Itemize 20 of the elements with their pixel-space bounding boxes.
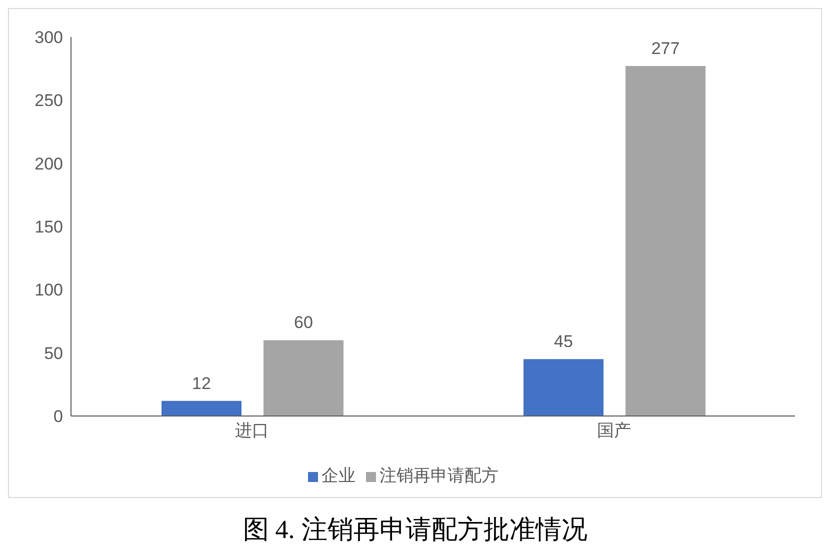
legend-label: 企业 — [322, 466, 356, 485]
x-tick-label: 进口 — [235, 421, 269, 440]
data-label: 12 — [192, 374, 211, 393]
y-tick-label: 300 — [34, 28, 63, 48]
y-tick-label: 250 — [34, 91, 63, 110]
text: 图 4. 注销再申请配方批准情况 — [242, 514, 588, 546]
x-tick-label: 国产 — [597, 421, 631, 440]
bar — [264, 340, 344, 416]
data-label: 277 — [651, 39, 680, 58]
bar — [524, 359, 604, 416]
y-tick-label: 50 — [44, 344, 63, 363]
data-label: 45 — [554, 332, 573, 352]
data-label: 60 — [294, 313, 313, 332]
bar — [162, 400, 242, 416]
bar — [626, 66, 706, 416]
y-tick-label: 200 — [34, 154, 63, 174]
y-tick-label: 150 — [34, 218, 63, 237]
legend-label: 注销再申请配方 — [380, 466, 498, 485]
y-tick-label: 100 — [34, 280, 63, 300]
y-tick-label: 0 — [54, 407, 63, 426]
